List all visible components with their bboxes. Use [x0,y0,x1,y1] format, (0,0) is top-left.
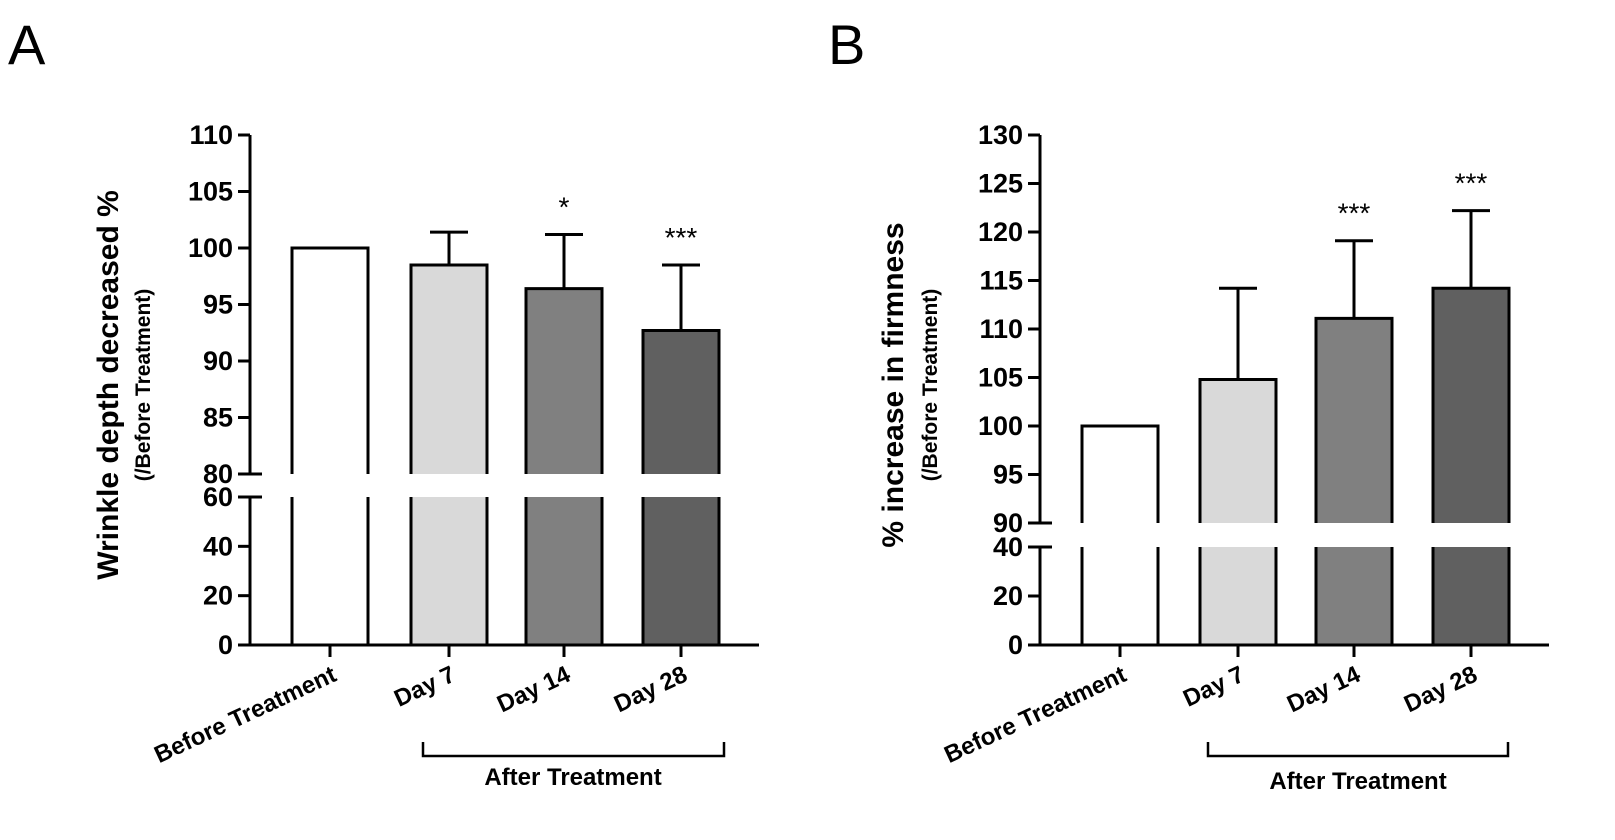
panel-b: B Before Treatment Day 7 *** Day 14 *** Day 2… [828,13,1549,795]
y-tick-label: 40 [993,532,1023,562]
y-tick-label: 130 [978,120,1023,150]
bar-lower [292,497,368,645]
y-tick-label: 100 [188,233,233,263]
y-axis-label: Wrinkle depth decreased % [92,190,125,580]
category-label: Day 28 [610,661,692,718]
significance-marker: *** [1338,198,1371,229]
y-tick-label: 100 [978,411,1023,441]
bar-lower-outline [1080,547,1160,645]
y-tick-label: 20 [203,581,233,611]
y-tick-label: 110 [979,314,1023,344]
significance-marker: * [559,191,570,222]
bar-lower-outline [641,497,721,645]
y-tick-label: 105 [978,363,1023,393]
bar-lower [1200,547,1276,645]
bar-upper [411,264,487,474]
panel-a: A Before Treatment Day 7 * Day 14 *** Day 28 0… [8,13,759,791]
category-label: Before Treatment [150,661,340,769]
significance-marker: *** [665,222,698,253]
bar-lower [411,497,487,645]
category-label: Before Treatment [940,661,1130,769]
bar-lower [1082,547,1158,645]
bar-lower [643,497,719,645]
y-axis-label: % increase in firmness [877,222,910,547]
bar-lower [1433,547,1509,645]
category-label: Day 7 [1179,661,1248,713]
y-tick-label: 120 [978,217,1023,247]
bar-upper [1082,426,1158,523]
y-axis-sublabel: (/Before Treatment) [132,289,155,482]
y-tick-label: 125 [978,169,1023,199]
bar-upper-outline [1080,424,1160,523]
y-tick-label: 95 [203,290,233,320]
bar-lower-outline [409,497,489,645]
y-tick-label: 110 [189,120,233,150]
y-tick-label: 90 [203,346,233,376]
bar-lower [1316,547,1392,645]
y-tick-label: 60 [203,482,233,512]
y-tick-label: 115 [979,266,1023,296]
category-label: Day 14 [493,661,575,718]
bar-upper [292,248,368,474]
bar-lower-outline [524,497,604,645]
category-label: Day 28 [1400,661,1482,718]
y-axis-sublabel: (/Before Treatment) [919,289,942,482]
panel-a-letter: A [8,13,46,76]
bar-lower [526,497,602,645]
panel-b-letter: B [828,13,865,76]
y-tick-label: 20 [993,581,1023,611]
bar-upper-outline [290,246,370,474]
y-tick-label: 0 [218,630,233,660]
after-treatment-label: After Treatment [1269,768,1446,795]
y-tick-label: 95 [993,460,1023,490]
y-tick-label: 0 [1008,630,1023,660]
bar-upper [526,288,602,474]
y-tick-label: 105 [188,177,233,207]
y-tick-label: 40 [203,531,233,561]
bar-upper [643,330,719,474]
y-tick-label: 85 [203,403,233,433]
bar-upper [1433,288,1509,523]
y-tick-label: 80 [203,459,233,489]
after-treatment-bracket [1206,742,1510,758]
bar-lower-outline [1314,547,1394,645]
after-treatment-label: After Treatment [484,764,661,791]
after-treatment-bracket [421,742,726,758]
bar-lower-outline [1431,547,1511,645]
bar-lower-outline [1198,547,1278,645]
bar-upper [1200,379,1276,523]
significance-marker: *** [1455,168,1488,199]
y-tick-label: 90 [993,508,1023,538]
category-label: Day 14 [1283,661,1365,718]
bar-lower-outline [290,497,370,645]
bar-upper [1316,318,1392,523]
category-label: Day 7 [390,661,459,713]
